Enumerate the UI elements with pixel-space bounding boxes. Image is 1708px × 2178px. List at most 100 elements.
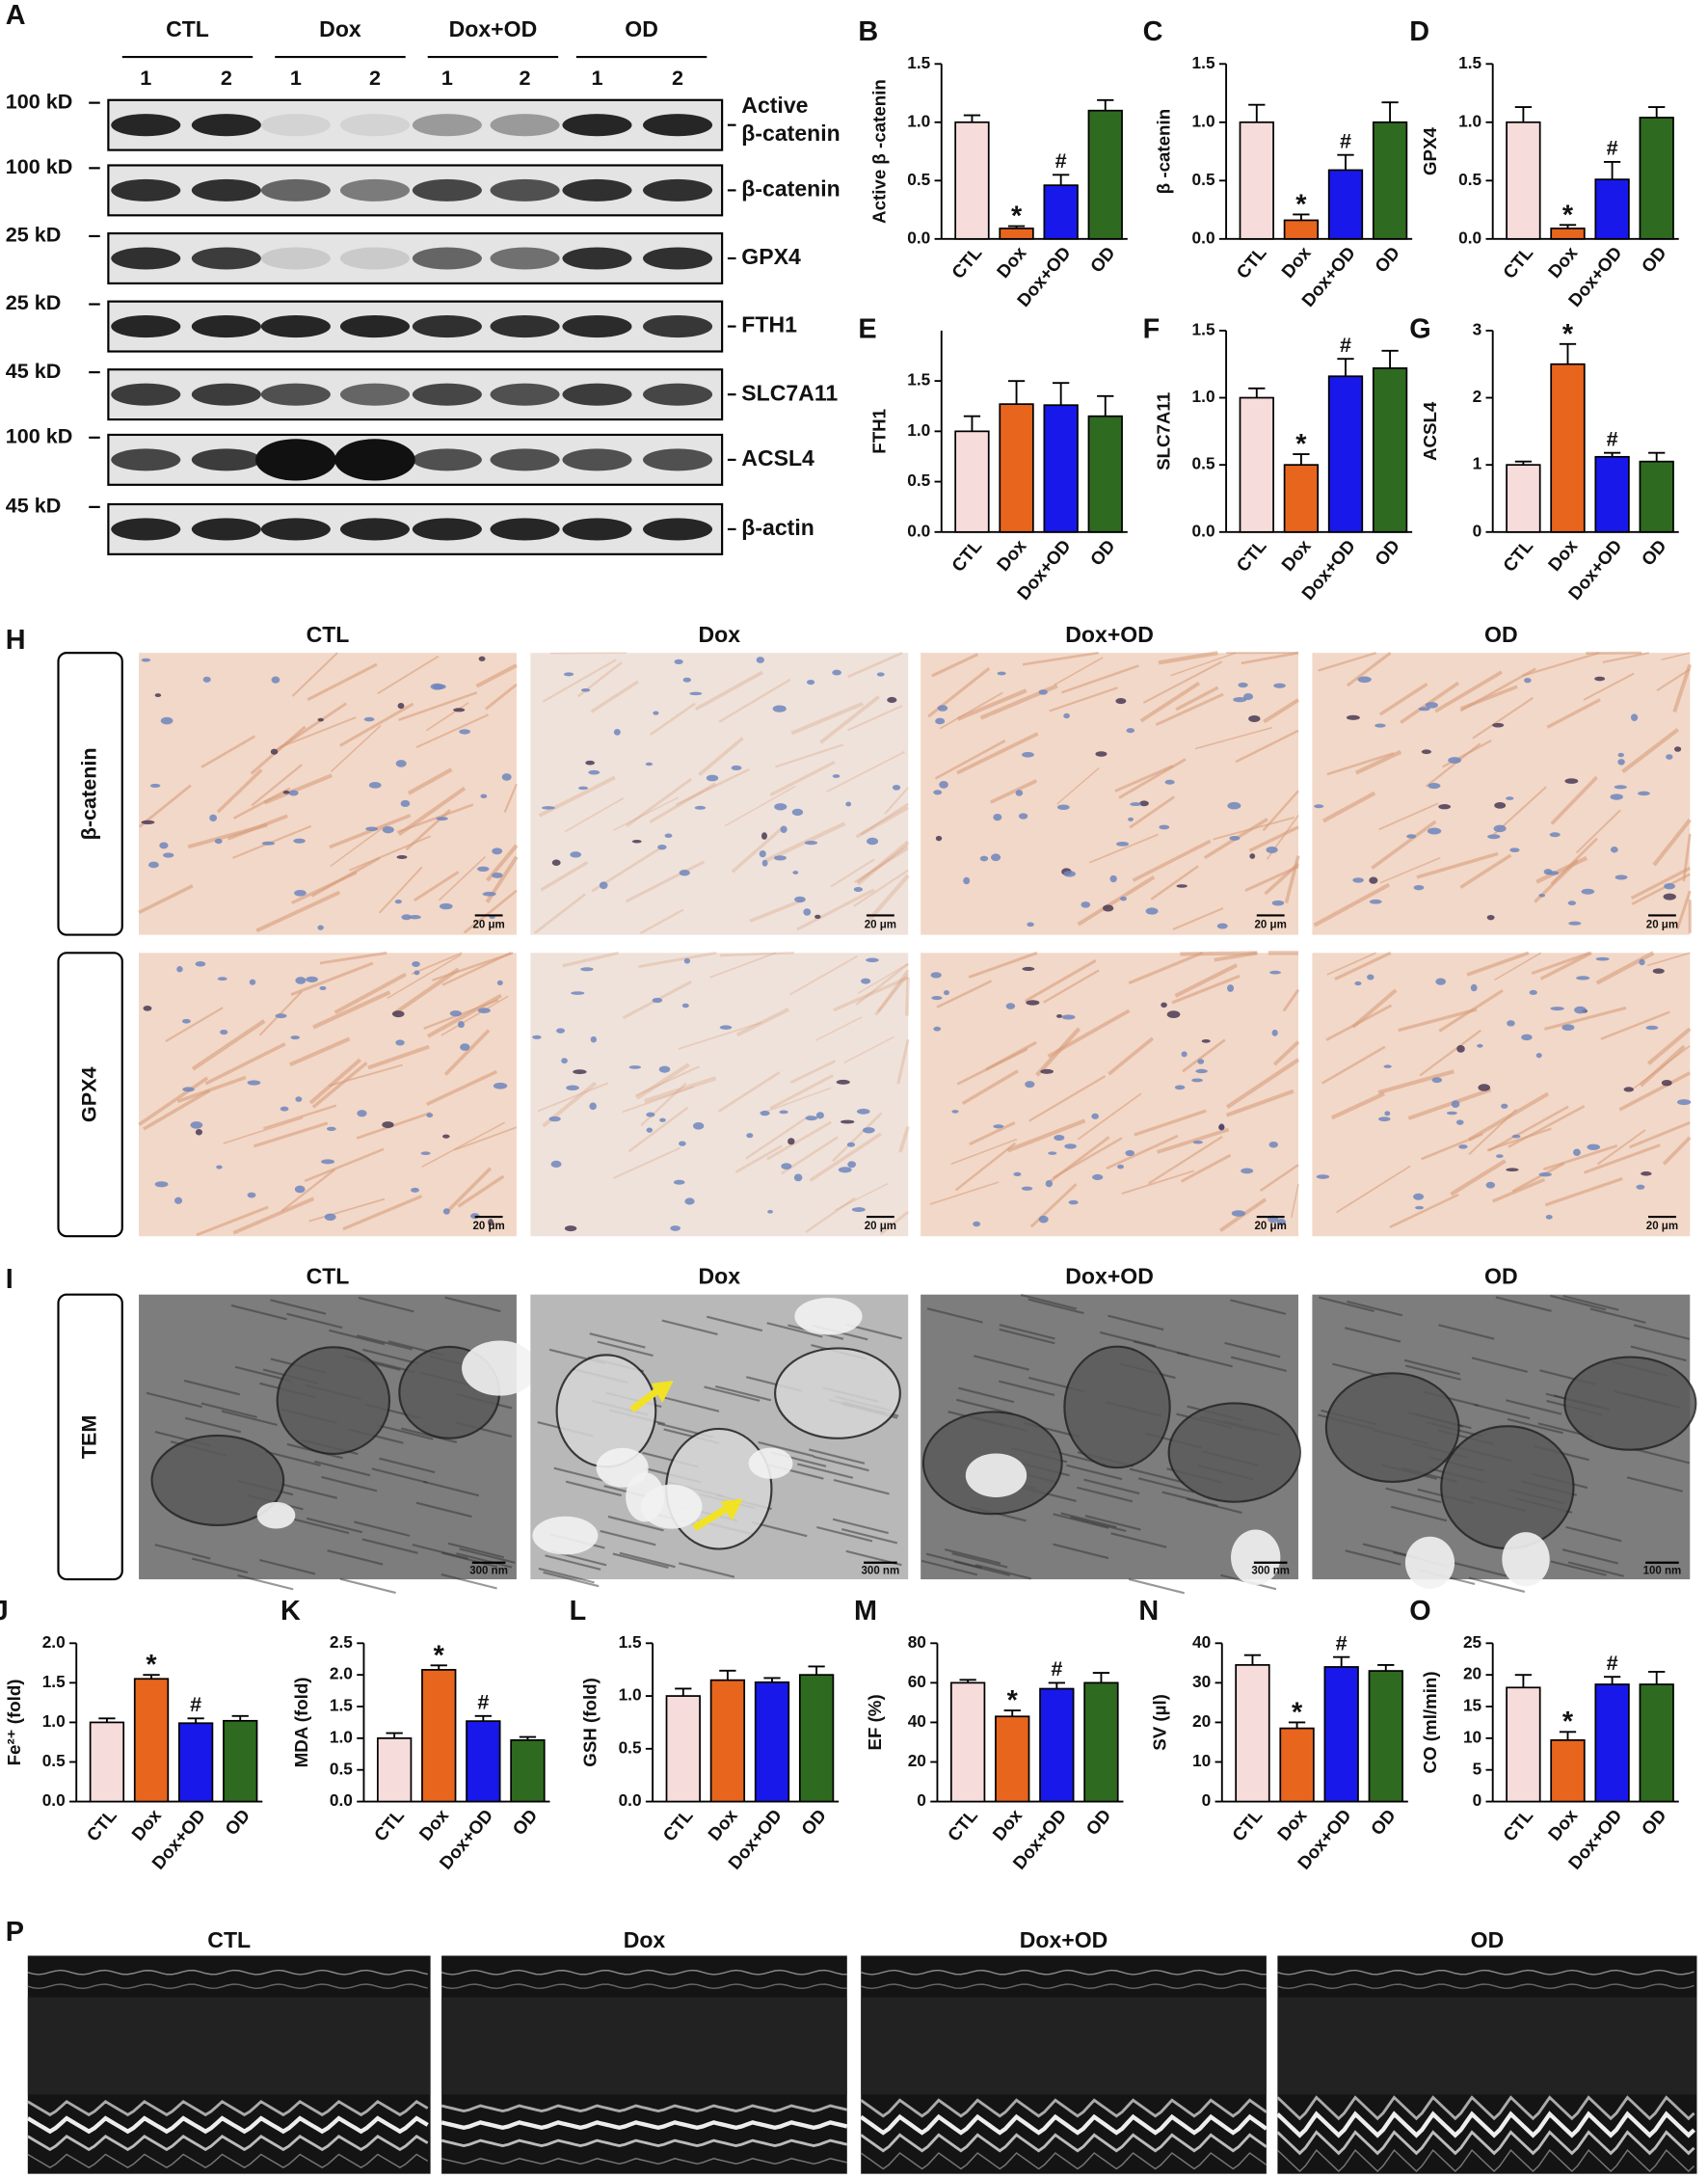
nucleus [867,837,879,846]
nucleus [1241,1168,1254,1174]
bar [421,1669,457,1803]
striation [841,1528,898,1545]
fibre [1158,651,1218,665]
fibre [263,1104,337,1130]
nucleus [195,961,206,967]
fibre [1028,1075,1107,1122]
nucleus [1506,796,1514,800]
nucleus [731,765,742,771]
fibre [590,680,639,713]
fibre [1264,862,1300,896]
nucleus [1164,779,1175,785]
nucleus [1216,923,1228,929]
nucleus [841,1119,855,1124]
striation [441,1551,498,1569]
nucleus [295,1096,303,1102]
fibre [415,713,490,749]
bar [1283,219,1320,240]
striation [538,1567,595,1584]
bar [1039,1687,1075,1803]
nucleus [563,672,574,677]
striation [422,1480,480,1497]
nucleus [202,676,211,683]
striation [1345,1549,1401,1566]
striation [379,1457,436,1474]
fibre [279,716,357,749]
bar [1083,1681,1119,1803]
y-tick-label: 1.0 [907,420,930,440]
striation [663,1396,720,1412]
fibre [627,1106,689,1153]
striation [612,1552,669,1569]
bar [798,1674,835,1803]
bar [1239,396,1274,533]
fibre [855,962,909,1006]
nucleus [321,1159,335,1165]
nucleus [1249,853,1256,859]
fibre [1379,856,1441,884]
ihc-image: 20 μm [921,951,1300,1237]
y-tick-label: 1.5 [1458,53,1481,72]
echo-trace [861,1969,1267,1976]
y-axis-title: GPX4 [1420,127,1440,176]
fibre [176,1075,247,1104]
fibre [1472,696,1535,739]
striation [958,1386,1015,1404]
fibre [339,702,414,747]
nucleus [1448,757,1461,764]
echo-trace [27,2153,429,2169]
striation [264,1450,321,1466]
nucleus [564,1225,577,1232]
error-bar [963,415,981,432]
striation [597,1340,654,1358]
nucleus [1486,914,1495,921]
fibre [694,670,764,712]
nucleus [412,960,420,967]
y-tick-label: 10 [1192,1751,1211,1770]
nucleus [803,908,812,916]
nucleus [1636,1184,1645,1190]
fibre [1170,652,1237,677]
fibre [1661,652,1691,661]
fibre [1583,672,1635,701]
nucleus [1664,882,1675,890]
striation [766,1322,823,1338]
band [334,439,415,481]
fibre [1180,1153,1232,1183]
fibre [1029,1183,1078,1228]
nucleus [1638,791,1650,796]
fibre [1550,837,1598,885]
fibre [138,784,192,828]
protein-label: β-catenin [741,175,840,201]
striation [354,1520,411,1537]
fibre [503,783,518,813]
nucleus [159,842,169,849]
fibre [1182,1038,1226,1073]
bar [510,1738,546,1803]
nucleus [683,957,691,964]
nucleus [1197,1059,1205,1064]
nucleus [282,790,290,794]
column-title: Dox [698,1264,740,1289]
vacuole [462,1340,538,1396]
x-tick-label: CTL [947,536,985,576]
protein-label: β-actin [741,515,814,540]
striation [184,1416,242,1434]
chamber [1277,1997,1697,2095]
striation [565,1480,622,1497]
nucleus [862,1127,875,1134]
ihc-image: 20 μm [530,651,910,935]
nucleus [216,1165,223,1170]
echo-trace [860,2152,1268,2170]
striation [1053,1543,1109,1560]
nucleus [401,914,412,921]
nucleus [719,1025,733,1030]
nucleus [684,1197,695,1205]
panel-letter: A [6,0,26,31]
fibre [196,1205,269,1237]
nucleus [288,790,299,796]
nucleus [566,1085,579,1091]
nucleus [294,889,307,897]
band [111,178,181,202]
fibre [1672,663,1693,713]
